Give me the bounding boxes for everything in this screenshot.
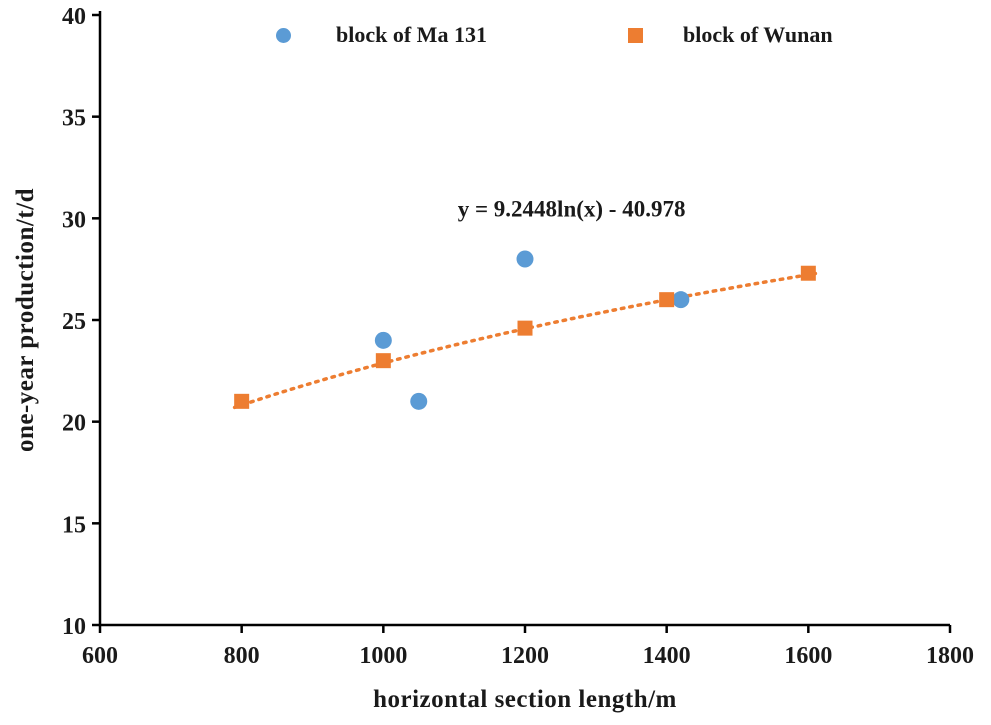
- data-point-wunan: [517, 320, 533, 336]
- y-tick-label: 35: [62, 106, 86, 132]
- y-tick-label: 40: [62, 4, 86, 30]
- legend-marker-circle: [276, 27, 291, 43]
- data-point-ma131: [672, 291, 690, 309]
- y-tick-label: 20: [62, 411, 86, 437]
- data-point-ma131: [374, 331, 392, 349]
- y-axis-title: one-year production/t/d: [12, 187, 39, 453]
- x-tick-label: 1800: [926, 643, 974, 669]
- legend-item-wunan: block of Wunan: [628, 22, 833, 48]
- x-tick-label: 600: [82, 643, 118, 669]
- x-tick-label: 1600: [784, 643, 832, 669]
- trendline-equation: y = 9.2448ln(x) - 40.978: [458, 196, 686, 221]
- legend-label-ma131: block of Ma 131: [336, 22, 487, 47]
- y-tick-label: 30: [62, 207, 86, 233]
- data-point-wunan: [234, 393, 250, 409]
- y-tick-label: 25: [62, 309, 86, 335]
- data-point-ma131: [410, 392, 428, 410]
- x-axis-title: horizontal section length/m: [373, 686, 677, 713]
- data-point-ma131: [516, 250, 534, 268]
- x-tick-label: 1000: [359, 643, 407, 669]
- x-tick-label: 1200: [501, 643, 549, 669]
- data-point-wunan: [375, 353, 391, 369]
- x-tick-label: 800: [224, 643, 260, 669]
- trendline: [232, 271, 818, 410]
- data-point-wunan: [659, 292, 675, 308]
- data-point-wunan: [800, 265, 816, 281]
- y-tick-label: 15: [62, 512, 86, 538]
- legend-item-ma131: block of Ma 131: [276, 22, 487, 48]
- legend-marker-square: [628, 27, 643, 43]
- legend-label-wunan: block of Wunan: [683, 22, 833, 47]
- axis-spines: [98, 11, 950, 627]
- y-tick-label: 10: [62, 614, 86, 640]
- x-tick-label: 1400: [643, 643, 691, 669]
